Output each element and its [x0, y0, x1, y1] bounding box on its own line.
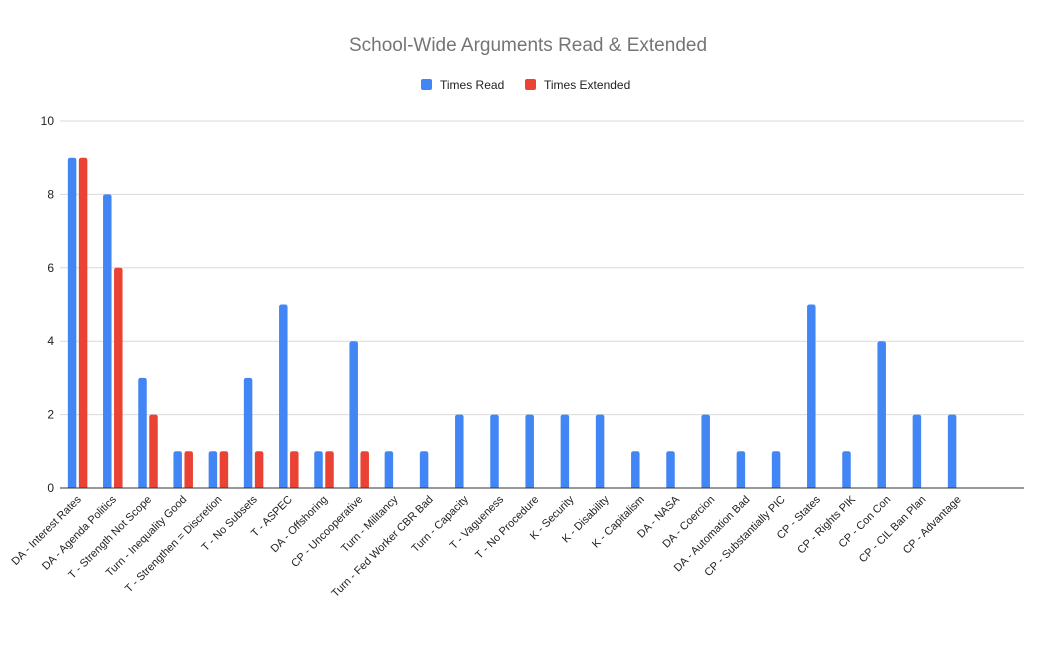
x-tick-label: T - No Procedure	[473, 494, 541, 562]
bar-times-extended	[290, 451, 299, 488]
bar-times-read	[877, 341, 886, 488]
bar-times-read	[912, 414, 922, 488]
bars	[67, 157, 957, 488]
bar-times-read	[455, 414, 464, 488]
bar-times-read	[736, 451, 746, 488]
bar-times-read	[631, 451, 640, 488]
legend-swatch	[525, 79, 536, 90]
legend-label: Times Read	[440, 78, 504, 92]
bar-times-read	[560, 414, 570, 488]
x-tick-label: CP - CIL Ban Plan	[857, 494, 929, 566]
y-tick-label: 8	[47, 187, 54, 201]
bar-times-read	[314, 451, 323, 488]
bar-times-read	[384, 451, 394, 488]
bar-times-extended	[149, 414, 158, 488]
bar-times-read	[490, 414, 499, 488]
bar-times-read	[349, 341, 358, 488]
y-tick-label: 2	[47, 408, 54, 422]
legend: Times Read Times Extended	[421, 78, 630, 92]
bar-times-read	[771, 451, 781, 488]
bar-times-read	[595, 414, 605, 488]
bar-times-read	[842, 451, 851, 488]
legend-label: Times Extended	[544, 78, 630, 92]
y-tick-label: 4	[47, 334, 54, 348]
bar-times-read	[103, 194, 112, 488]
bar-times-extended	[325, 451, 334, 488]
bar-times-read	[279, 304, 288, 488]
bar-times-read	[666, 451, 675, 488]
bar-times-read	[419, 451, 429, 488]
bar-times-read	[243, 377, 253, 488]
bar-times-read	[947, 414, 957, 488]
bar-times-read	[701, 414, 710, 488]
bar-times-read	[138, 377, 147, 488]
bar-times-extended	[114, 267, 123, 488]
bar-times-read	[807, 304, 816, 488]
bar-times-extended	[78, 157, 88, 488]
bar-times-read	[208, 451, 218, 488]
bar-times-read	[67, 157, 77, 488]
bar-times-read	[525, 414, 534, 488]
chart-title: School-Wide Arguments Read & Extended	[349, 35, 707, 56]
bar-times-extended	[219, 451, 229, 488]
y-tick-label: 10	[41, 114, 55, 128]
y-axis-ticks: 0 2 4 6 8 10	[41, 114, 55, 495]
bar-times-extended	[254, 451, 264, 488]
legend-swatch	[421, 79, 432, 90]
bar-times-extended	[184, 451, 193, 488]
bar-times-extended	[360, 451, 369, 488]
gridlines	[60, 120, 1024, 416]
bar-times-read	[173, 451, 182, 488]
y-tick-label: 0	[47, 481, 54, 495]
y-tick-label: 6	[47, 261, 54, 275]
